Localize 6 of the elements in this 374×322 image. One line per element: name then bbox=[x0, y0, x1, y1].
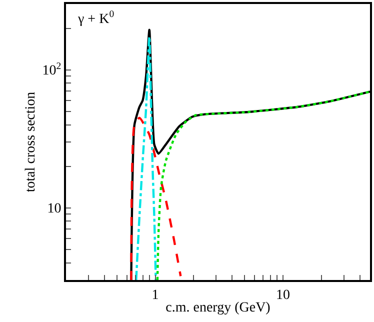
annotation: γ + K$^{0}$ bbox=[77, 9, 114, 27]
line-series bbox=[135, 36, 157, 280]
x-tick-label: 1 bbox=[152, 288, 159, 303]
x-axis-title: c.m. energy (GeV) bbox=[166, 300, 271, 316]
y-tick-label: 10$^{2}$ bbox=[42, 60, 62, 79]
y-axis-title: total cross section bbox=[23, 92, 38, 192]
